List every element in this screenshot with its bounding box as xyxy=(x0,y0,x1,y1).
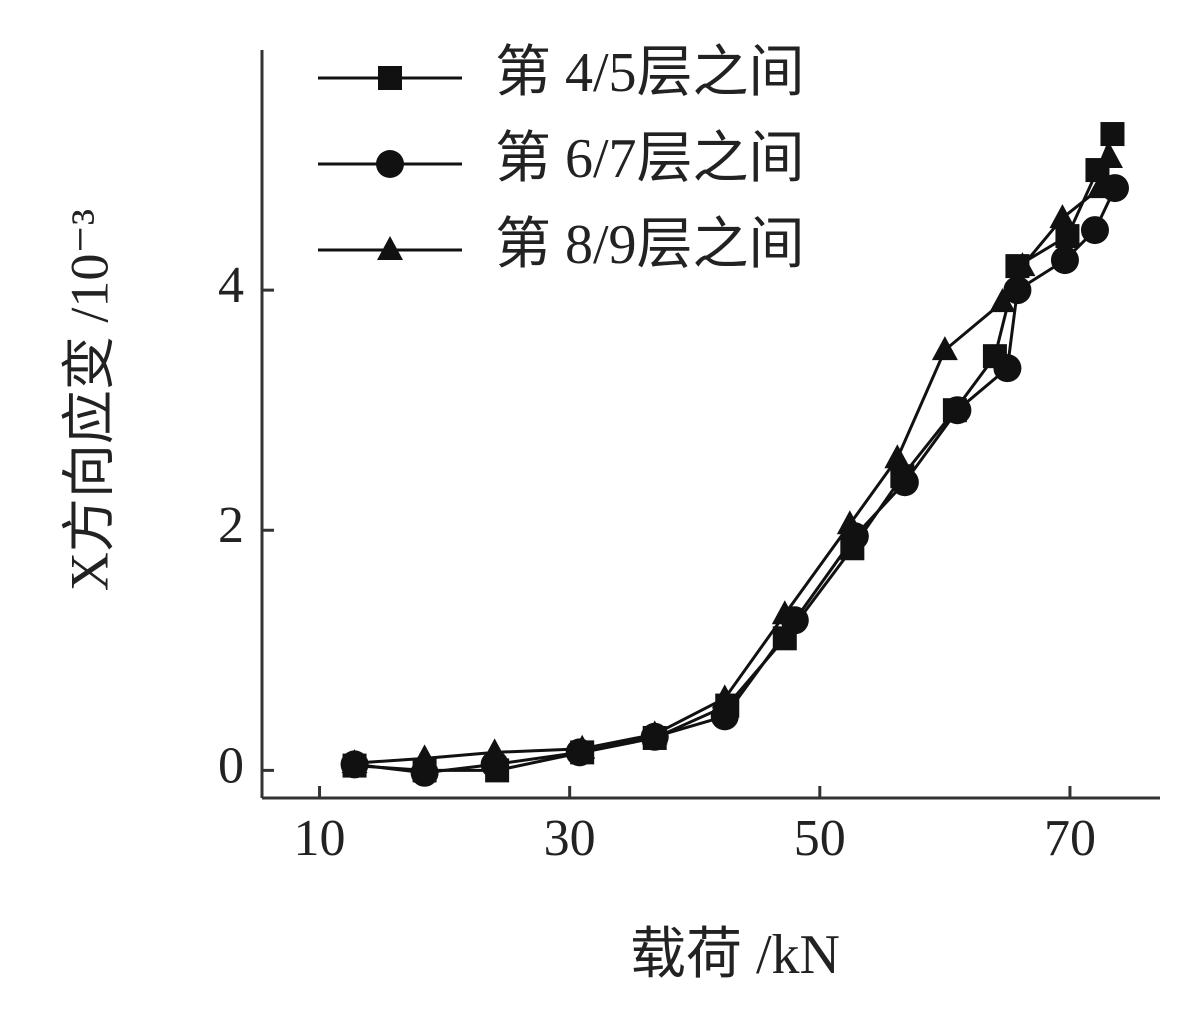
x-tick-label: 70 xyxy=(1044,810,1096,867)
marker-triangle xyxy=(641,720,668,745)
legend-label: 第 8/9层之间 xyxy=(495,214,805,276)
marker-triangle xyxy=(411,744,438,769)
marker-triangle xyxy=(377,236,403,260)
marker-square xyxy=(378,66,402,90)
marker-circle xyxy=(710,702,739,731)
marker-circle xyxy=(993,354,1022,383)
marker-triangle xyxy=(989,288,1016,313)
marker-triangle xyxy=(931,336,958,361)
marker-circle xyxy=(943,396,972,425)
marker-circle xyxy=(1080,216,1109,245)
x-tick-label: 50 xyxy=(794,810,846,867)
marker-circle xyxy=(1050,246,1079,275)
y-axis-label: X方向应变 /10⁻³ xyxy=(59,209,119,591)
y-tick-label: 2 xyxy=(218,497,244,554)
marker-triangle xyxy=(341,749,368,774)
marker-triangle xyxy=(711,684,738,709)
marker-triangle xyxy=(1009,252,1036,277)
marker-square xyxy=(1100,122,1125,147)
marker-triangle xyxy=(569,734,596,759)
marker-triangle xyxy=(1086,174,1113,199)
y-tick-label: 0 xyxy=(218,737,244,794)
marker-circle xyxy=(1003,276,1032,305)
x-tick-label: 10 xyxy=(294,810,346,867)
marker-triangle xyxy=(481,738,508,763)
marker-square xyxy=(1055,224,1080,249)
y-tick-label: 4 xyxy=(218,257,244,314)
marker-circle xyxy=(890,468,919,497)
marker-triangle xyxy=(884,444,911,469)
marker-triangle xyxy=(836,510,863,535)
marker-triangle xyxy=(1049,204,1076,229)
legend-label: 第 4/5层之间 xyxy=(495,42,805,104)
marker-triangle xyxy=(1096,144,1123,169)
x-tick-label: 30 xyxy=(544,810,596,867)
x-axis-label: 载荷 /kN xyxy=(630,924,840,986)
marker-triangle xyxy=(771,600,798,625)
marker-circle xyxy=(376,150,404,178)
legend-label: 第 6/7层之间 xyxy=(495,128,805,190)
